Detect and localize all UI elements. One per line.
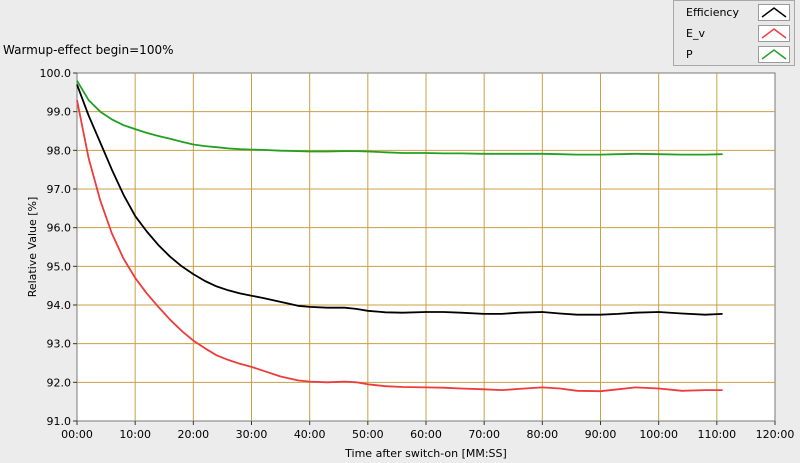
y-axis-ticks: 91.0 92.0 93.0 94.0 95.0 96.0 97.0 98.0 99.0 100.… (40, 67, 77, 428)
x-tick-label: 120:00 (756, 428, 795, 441)
legend-line-efficiency (761, 7, 787, 18)
y-tick-label: 99.0 (47, 106, 72, 119)
y-tick-label: 91.0 (47, 415, 72, 428)
x-tick-label: 40:00 (294, 428, 326, 441)
x-tick-label: 80:00 (526, 428, 558, 441)
y-tick-label: 96.0 (47, 222, 72, 235)
legend-swatch-p (758, 46, 790, 63)
legend-item-efficiency[interactable]: Efficiency (674, 2, 796, 23)
x-tick-label: 30:00 (236, 428, 268, 441)
series-line-e-v (76, 99, 723, 393)
x-axis-ticks: 00:00 10:00 20:00 30:00 40:00 50:00 60:00 70:00… (61, 421, 794, 441)
legend: Efficiency E_v P (673, 0, 795, 66)
legend-swatch-e-v (758, 25, 790, 42)
y-tick-label: 94.0 (47, 299, 72, 312)
legend-item-p[interactable]: P (674, 44, 796, 65)
y-tick-label: 98.0 (47, 144, 72, 157)
series-line-p (76, 80, 723, 156)
x-tick-label: 20:00 (177, 428, 209, 441)
y-tick-label: 100.0 (40, 67, 72, 80)
grid-horizontal (77, 111, 775, 383)
legend-line-e-v (761, 28, 787, 39)
series-layer (76, 80, 723, 393)
x-tick-label: 10:00 (119, 428, 151, 441)
x-tick-label: 70:00 (468, 428, 500, 441)
x-tick-label: 50:00 (352, 428, 384, 441)
y-tick-label: 95.0 (47, 260, 72, 273)
legend-label: E_v (686, 27, 705, 40)
x-tick-label: 110:00 (697, 428, 736, 441)
y-tick-label: 97.0 (47, 183, 72, 196)
x-tick-label: 60:00 (410, 428, 442, 441)
legend-label: P (686, 48, 693, 61)
y-tick-label: 92.0 (47, 376, 72, 389)
legend-swatch-efficiency (758, 4, 790, 21)
chart-title: Warmup-effect begin=100% (3, 43, 174, 57)
x-tick-label: 90:00 (585, 428, 617, 441)
series-line-efficiency (76, 84, 723, 316)
legend-line-p (761, 49, 787, 60)
x-tick-label: 100:00 (639, 428, 678, 441)
y-tick-label: 93.0 (47, 338, 72, 351)
grid-vertical (134, 73, 718, 421)
legend-label: Efficiency (686, 6, 739, 19)
x-tick-label: 00:00 (61, 428, 93, 441)
x-axis-label: Time after switch-on [MM:SS] (344, 447, 507, 460)
legend-item-e-v[interactable]: E_v (674, 23, 796, 44)
y-axis-label: Relative Value [%] (26, 197, 39, 298)
